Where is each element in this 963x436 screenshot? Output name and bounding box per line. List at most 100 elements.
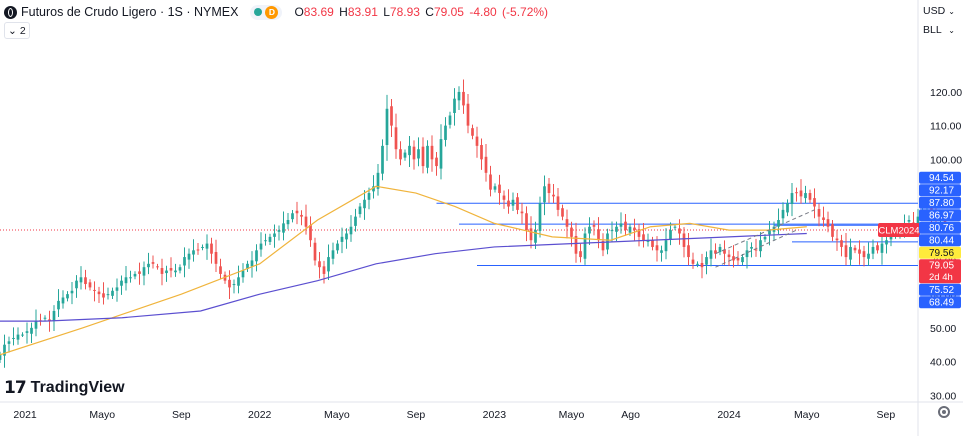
x-tick-label: Mayo	[559, 409, 585, 421]
market-open-icon	[254, 8, 263, 16]
x-tick-label: Sep	[172, 409, 191, 421]
candle-body	[871, 246, 875, 254]
y-tick-label: 110.00	[930, 121, 961, 133]
candle-body	[421, 146, 425, 167]
candle-body	[111, 290, 114, 296]
candle-body	[138, 271, 141, 274]
chevron-down-icon: ⌄	[948, 6, 955, 16]
candle-body	[250, 260, 254, 267]
candle-body	[736, 257, 740, 261]
candle-body	[106, 294, 110, 296]
candle-body	[673, 226, 677, 228]
candle-body	[75, 280, 78, 289]
candle-body	[160, 268, 164, 274]
candle-body	[745, 250, 749, 258]
change-value: -4.80	[469, 5, 497, 19]
candle-body	[471, 128, 474, 136]
low-value: 78.93	[389, 5, 420, 19]
candle-body	[718, 246, 722, 253]
candle-body	[615, 226, 618, 232]
symbol-title[interactable]: Futuros de Crudo Ligero · 1S · NYMEX	[21, 5, 239, 19]
candle-body	[417, 149, 420, 159]
candle-body	[565, 219, 569, 227]
price-label: 80.76	[929, 223, 954, 234]
candle-body	[511, 199, 515, 206]
price-label-box	[919, 184, 961, 197]
price-label-box	[919, 234, 961, 247]
price-label: 79.05	[929, 261, 954, 272]
candle-body	[196, 249, 200, 251]
candle-body	[147, 263, 150, 268]
candle-body	[489, 174, 492, 190]
candle-body	[142, 267, 146, 276]
candle-body	[475, 136, 479, 146]
candle-body	[412, 146, 416, 160]
candle-body	[835, 238, 839, 241]
gear-icon[interactable]	[938, 406, 950, 418]
brand-name: TradingView	[30, 379, 125, 396]
candle-body	[354, 216, 357, 226]
candle-body	[210, 243, 213, 254]
candle-body	[439, 139, 443, 169]
price-label-box	[919, 209, 961, 222]
candle-body	[619, 223, 623, 227]
candle-body	[277, 230, 281, 232]
candle-body	[237, 277, 240, 286]
candle-body	[43, 317, 47, 319]
candle-body	[205, 243, 209, 249]
candle-body	[115, 287, 119, 291]
symbol-tag: CLM2024	[878, 225, 919, 236]
candle-body	[795, 192, 798, 194]
candle-body	[714, 250, 717, 254]
candle-body	[57, 300, 60, 310]
candle-body	[862, 251, 866, 258]
candle-body	[403, 152, 407, 158]
candle-body	[25, 331, 29, 333]
candle-body	[268, 236, 272, 242]
candle-body	[340, 236, 344, 242]
candle-body	[574, 236, 578, 254]
candle-body	[241, 270, 245, 278]
candle-body	[390, 106, 393, 126]
candle-body	[646, 240, 650, 242]
candle-body	[790, 193, 794, 204]
candle-body	[660, 250, 663, 253]
candle-body	[183, 257, 186, 266]
candle-body	[759, 240, 762, 252]
unit-selector[interactable]: BLL ⌄	[923, 24, 955, 36]
candle-body	[345, 233, 348, 240]
symbol-tag-box	[878, 222, 920, 237]
candle-body	[264, 240, 267, 242]
candle-body	[633, 227, 636, 231]
candle-body	[331, 250, 335, 259]
candle-body	[174, 270, 177, 273]
candle-body	[322, 266, 326, 274]
candle-body	[408, 145, 411, 156]
candle-body	[214, 252, 218, 264]
indicators-toggle[interactable]: ⌄ 2	[4, 22, 30, 39]
candle-body	[165, 270, 168, 274]
candle-body	[12, 337, 15, 339]
candle-body	[687, 245, 690, 258]
market-status[interactable]: D	[250, 4, 283, 20]
currency-selector[interactable]: USD ⌄	[923, 5, 955, 17]
candle-body	[525, 213, 528, 231]
tradingview-logo[interactable]: 𝟭𝟳 TradingView	[4, 378, 125, 398]
candle-body	[426, 145, 429, 168]
price-label: 87.80	[929, 198, 954, 209]
chart-header: Futuros de Crudo Ligero · 1S · NYMEX D O…	[4, 3, 550, 21]
candle-body	[637, 229, 641, 237]
candle-body	[201, 246, 204, 248]
high-value: 83.91	[347, 5, 378, 19]
y-tick-label: 40.00	[930, 357, 956, 369]
indicator-count: 2	[19, 24, 26, 37]
y-tick-label: 100.00	[930, 154, 962, 166]
candle-body	[682, 233, 686, 247]
candle-body	[588, 226, 591, 234]
candle-body	[493, 186, 497, 190]
candle-body	[907, 220, 911, 222]
candle-body	[372, 186, 375, 192]
candle-body	[84, 277, 87, 285]
x-tick-label: Mayo	[89, 409, 115, 421]
